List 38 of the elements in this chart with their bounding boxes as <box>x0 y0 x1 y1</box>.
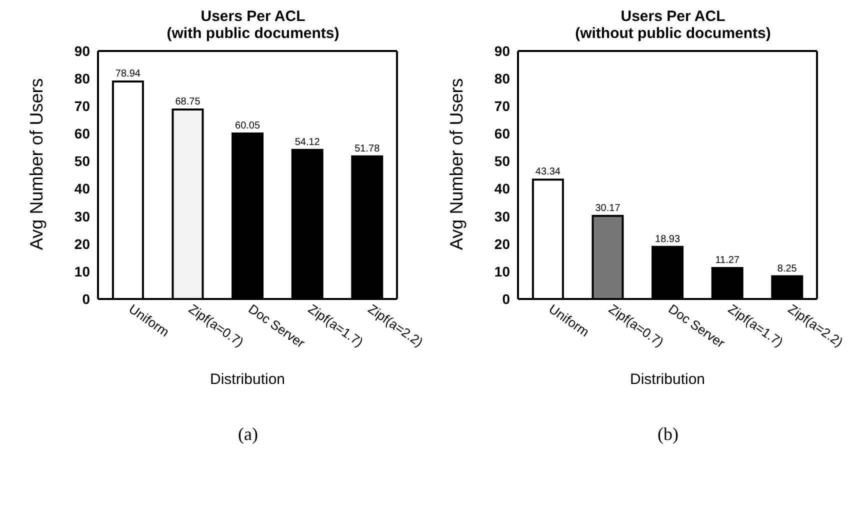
y-tick-label: 90 <box>74 42 90 59</box>
y-axis-title: Avg Number of Users <box>446 78 466 250</box>
data-label: 18.93 <box>655 234 680 245</box>
y-tick-label: 10 <box>74 263 90 280</box>
y-tick-label: 70 <box>74 98 90 114</box>
data-label: 54.12 <box>294 136 320 148</box>
y-tick-label: 80 <box>74 70 90 87</box>
y-tick-label: 70 <box>494 98 510 114</box>
y-tick-label: 60 <box>494 126 510 142</box>
text: (b) <box>656 424 680 445</box>
x-axis-title: Distribution <box>630 371 706 388</box>
text: (a) <box>237 424 259 445</box>
y-tick-label: 80 <box>494 70 510 87</box>
data-label: 30.17 <box>595 202 621 214</box>
y-tick-label: 30 <box>494 208 510 224</box>
y-tick-label: 0 <box>82 290 90 307</box>
y-tick-label: 50 <box>74 153 90 170</box>
y-tick-label: 30 <box>74 208 90 224</box>
data-label: 43.34 <box>535 166 561 178</box>
y-tick-label: 40 <box>74 180 90 197</box>
data-label: 11.27 <box>715 254 740 266</box>
data-label: 78.94 <box>115 68 141 80</box>
y-tick-label: 0 <box>502 290 510 307</box>
data-label: 68.75 <box>175 96 201 108</box>
y-tick-label: 20 <box>74 236 90 252</box>
y-tick-label: 40 <box>494 180 510 197</box>
y-tick-label: 10 <box>494 263 510 280</box>
data-label: 51.78 <box>354 143 380 154</box>
y-tick-label: 90 <box>494 42 510 59</box>
data-label: 8.25 <box>777 263 798 274</box>
x-axis-title: Distribution <box>210 371 286 388</box>
y-tick-label: 60 <box>74 126 90 142</box>
chart-title: Users Per ACL (without public documents) <box>574 8 772 44</box>
data-label: 60.05 <box>235 120 260 132</box>
y-axis-title: Avg Number of Users <box>26 78 46 250</box>
chart-title: Users Per ACL (with public documents) <box>166 8 340 44</box>
y-tick-label: 50 <box>494 153 510 170</box>
y-tick-label: 20 <box>494 236 510 252</box>
